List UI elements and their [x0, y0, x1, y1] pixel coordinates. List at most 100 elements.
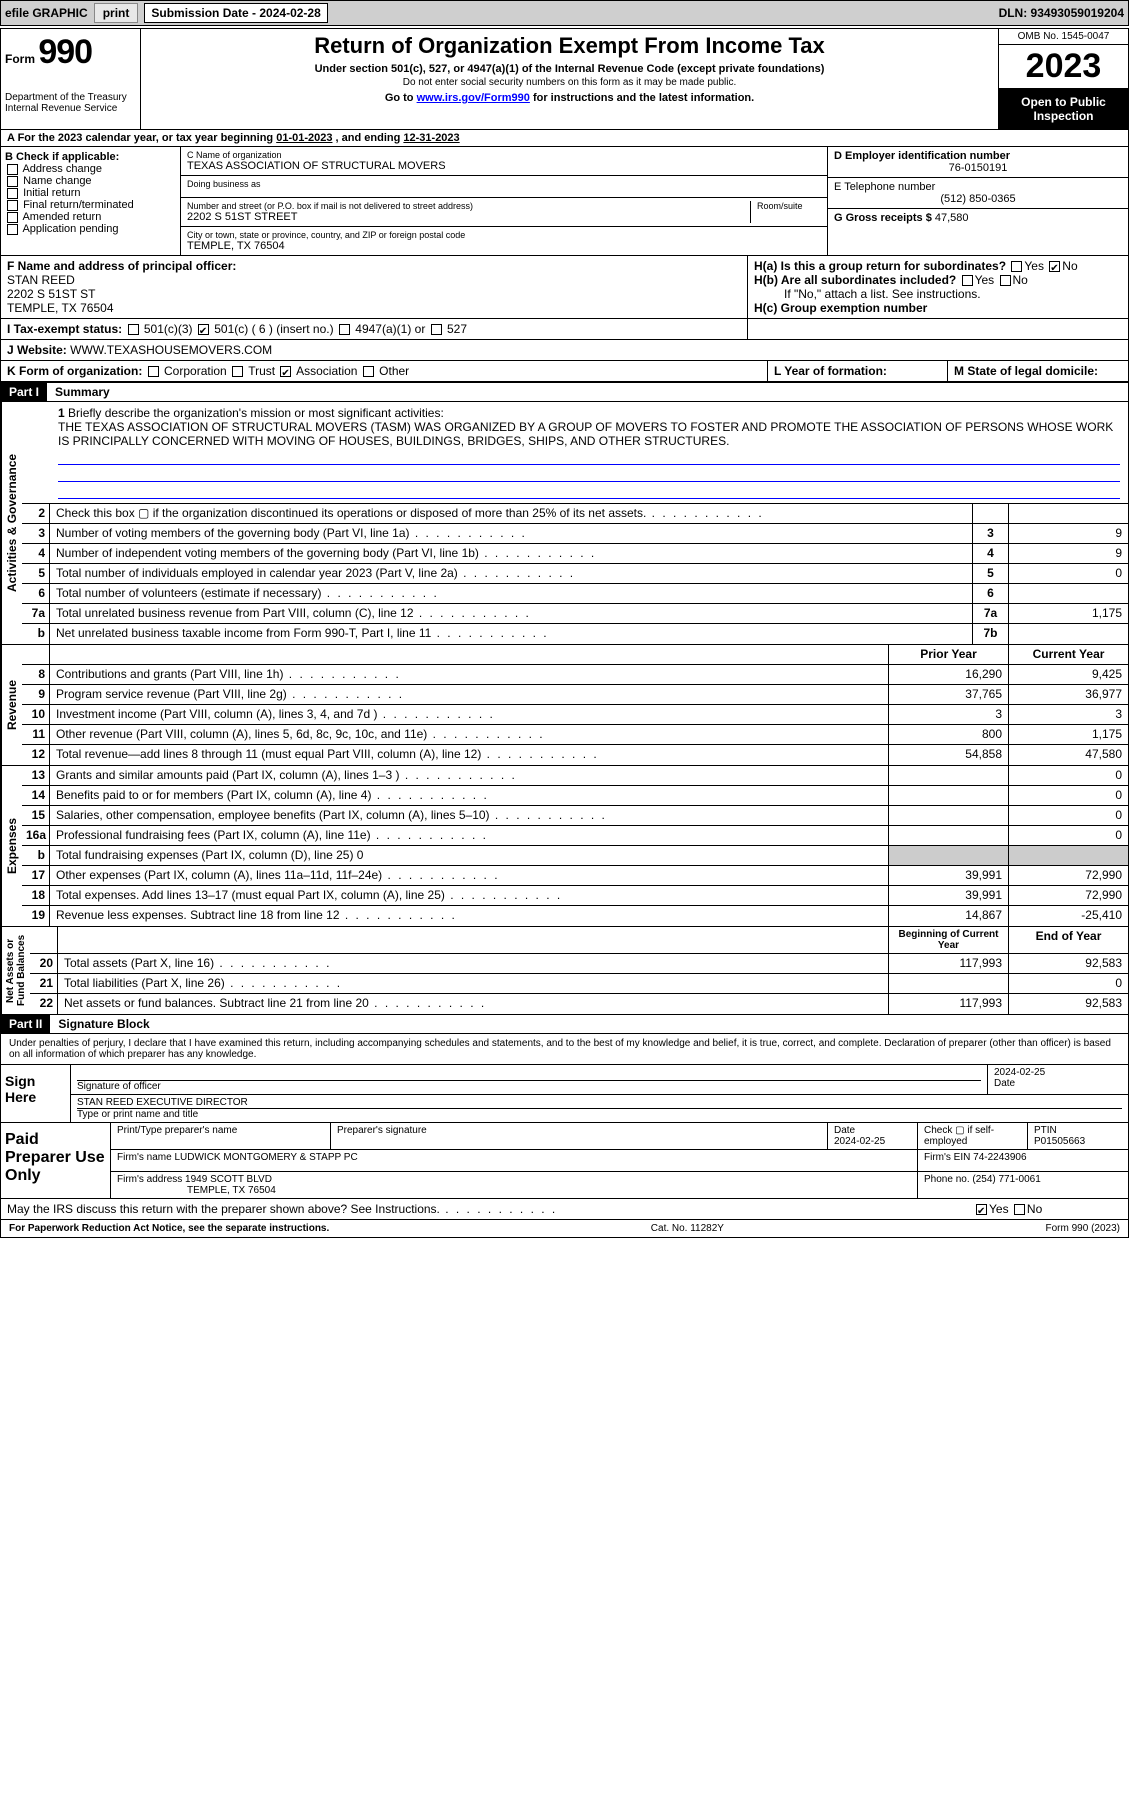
sig-date: 2024-02-25 [994, 1067, 1122, 1078]
discuss-no[interactable] [1014, 1204, 1025, 1215]
firm-addr-lbl: Firm's address [117, 1174, 185, 1185]
dba-lbl: Doing business as [187, 179, 821, 189]
table-row: 16aProfessional fundraising fees (Part I… [22, 826, 1128, 846]
table-row: 20Total assets (Part X, line 16)117,9939… [30, 954, 1128, 974]
officer-name: STAN REED [7, 273, 75, 287]
firm-phone: (254) 771-0061 [972, 1174, 1040, 1185]
row-i: I Tax-exempt status: 501(c)(3) 501(c) ( … [1, 319, 1128, 340]
ha-no[interactable] [1049, 261, 1060, 272]
phone: (512) 850-0365 [834, 193, 1122, 205]
gov-row: 7aTotal unrelated business revenue from … [22, 604, 1128, 624]
box-h: H(a) Is this a group return for subordin… [748, 256, 1128, 318]
mission-lbl: Briefly describe the organization's miss… [68, 406, 444, 420]
form-org-lbl: K Form of organization: [7, 364, 142, 378]
gov-row: 6Total number of volunteers (estimate if… [22, 584, 1128, 604]
chk-other[interactable] [363, 366, 374, 377]
gross-lbl: G Gross receipts $ [834, 212, 932, 224]
table-row: 17Other expenses (Part IX, column (A), l… [22, 866, 1128, 886]
part2-hdr: Part II [1, 1015, 50, 1033]
sig-name: STAN REED EXECUTIVE DIRECTOR [77, 1097, 1122, 1109]
form-header: Form 990 Department of the Treasury Inte… [1, 29, 1128, 130]
vtab-governance: Activities & Governance [1, 402, 22, 644]
firm-addr2: TEMPLE, TX 76504 [117, 1185, 276, 1196]
rev-header-row: Prior Year Current Year [22, 645, 1128, 665]
period-a: A For the 2023 calendar year, or tax yea… [7, 132, 276, 144]
chk-final-return[interactable]: Final return/terminated [5, 199, 176, 211]
h-b-note: If "No," attach a list. See instructions… [754, 287, 1122, 301]
officer-addr1: 2202 S 51ST ST [7, 287, 96, 301]
box-d: D Employer identification number 76-0150… [828, 147, 1128, 255]
ptin-lbl: PTIN [1034, 1125, 1057, 1136]
form-number: 990 [38, 33, 92, 71]
chk-name-change[interactable]: Name change [5, 175, 176, 187]
paid-preparer-lbl: Paid Preparer Use Only [1, 1123, 111, 1198]
table-row: 10Investment income (Part VIII, column (… [22, 705, 1128, 725]
instructions-link: Go to www.irs.gov/Form990 for instructio… [149, 92, 990, 104]
prep-name-hdr: Print/Type preparer's name [111, 1123, 331, 1149]
chk-assoc[interactable] [280, 366, 291, 377]
part2-header: Part II Signature Block [1, 1015, 1128, 1034]
table-row: 15Salaries, other compensation, employee… [22, 806, 1128, 826]
prep-date-lbl: Date [834, 1125, 855, 1136]
hb-no[interactable] [1000, 275, 1011, 286]
footer: For Paperwork Reduction Act Notice, see … [1, 1220, 1128, 1237]
vtab-netassets: Net Assets or Fund Balances [1, 927, 30, 1014]
section-netassets: Net Assets or Fund Balances Beginning of… [1, 927, 1128, 1015]
table-row: 18Total expenses. Add lines 13–17 (must … [22, 886, 1128, 906]
domicile-lbl: M State of legal domicile: [954, 364, 1098, 378]
prep-self-emp: Check ▢ if self-employed [918, 1123, 1028, 1149]
na-curr-hdr: End of Year [1008, 927, 1128, 953]
hb-yes[interactable] [962, 275, 973, 286]
year-formation-lbl: L Year of formation: [774, 364, 887, 378]
irs-link[interactable]: www.irs.gov/Form990 [417, 92, 530, 104]
chk-application-pending[interactable]: Application pending [5, 223, 176, 235]
header-left: Form 990 Department of the Treasury Inte… [1, 29, 141, 129]
period-row: A For the 2023 calendar year, or tax yea… [1, 130, 1128, 147]
phone-lbl: E Telephone number [834, 181, 1122, 193]
print-button[interactable]: print [94, 3, 139, 23]
chk-initial-return[interactable]: Initial return [5, 187, 176, 199]
discuss-text: May the IRS discuss this return with the… [7, 1202, 557, 1216]
chk-address-change[interactable]: Address change [5, 163, 176, 175]
form-990: Form 990 Department of the Treasury Inte… [0, 28, 1129, 1238]
table-row: bTotal fundraising expenses (Part IX, co… [22, 846, 1128, 866]
omb-number: OMB No. 1545-0047 [999, 29, 1128, 45]
prep-sig-hdr: Preparer's signature [331, 1123, 828, 1149]
form-label: Form [5, 52, 35, 66]
ein: 76-0150191 [834, 162, 1122, 174]
public-inspection: Open to Public Inspection [999, 89, 1128, 129]
period-begin: 01-01-2023 [276, 132, 332, 144]
room-lbl: Room/suite [757, 201, 821, 211]
h-b: H(b) Are all subordinates included? [754, 273, 956, 287]
chk-501c3[interactable] [128, 324, 139, 335]
chk-4947[interactable] [339, 324, 350, 335]
mission-block: 1 Briefly describe the organization's mi… [22, 402, 1128, 504]
chk-trust[interactable] [232, 366, 243, 377]
org-name: TEXAS ASSOCIATION OF STRUCTURAL MOVERS [187, 160, 821, 172]
ha-yes[interactable] [1011, 261, 1022, 272]
entity-grid: B Check if applicable: Address change Na… [1, 147, 1128, 256]
discuss-yes[interactable] [976, 1204, 987, 1215]
sig-name-lbl: Type or print name and title [77, 1109, 1122, 1120]
link-post: for instructions and the latest informat… [530, 92, 754, 104]
table-row: 13Grants and similar amounts paid (Part … [22, 766, 1128, 786]
part1-title: Summary [47, 383, 118, 401]
chk-amended-return[interactable]: Amended return [5, 211, 176, 223]
header-right: OMB No. 1545-0047 2023 Open to Public In… [998, 29, 1128, 129]
chk-527[interactable] [431, 324, 442, 335]
addr-lbl: Number and street (or P.O. box if mail i… [187, 201, 744, 211]
form-subtitle: Under section 501(c), 527, or 4947(a)(1)… [149, 63, 990, 75]
table-row: 21Total liabilities (Part X, line 26)0 [30, 974, 1128, 994]
firm-phone-lbl: Phone no. [924, 1174, 972, 1185]
footer-form: Form 990 (2023) [1046, 1223, 1120, 1234]
submission-date: Submission Date - 2024-02-28 [144, 3, 327, 23]
sig-officer-lbl: Signature of officer [77, 1081, 981, 1092]
firm-ein-lbl: Firm's EIN [924, 1152, 973, 1163]
table-row: 11Other revenue (Part VIII, column (A), … [22, 725, 1128, 745]
officer-lbl: F Name and address of principal officer: [7, 259, 236, 273]
box-c: C Name of organization TEXAS ASSOCIATION… [181, 147, 828, 255]
gross-receipts: 47,580 [935, 212, 969, 224]
part1-hdr: Part I [1, 383, 47, 401]
chk-501c[interactable] [198, 324, 209, 335]
chk-corp[interactable] [148, 366, 159, 377]
